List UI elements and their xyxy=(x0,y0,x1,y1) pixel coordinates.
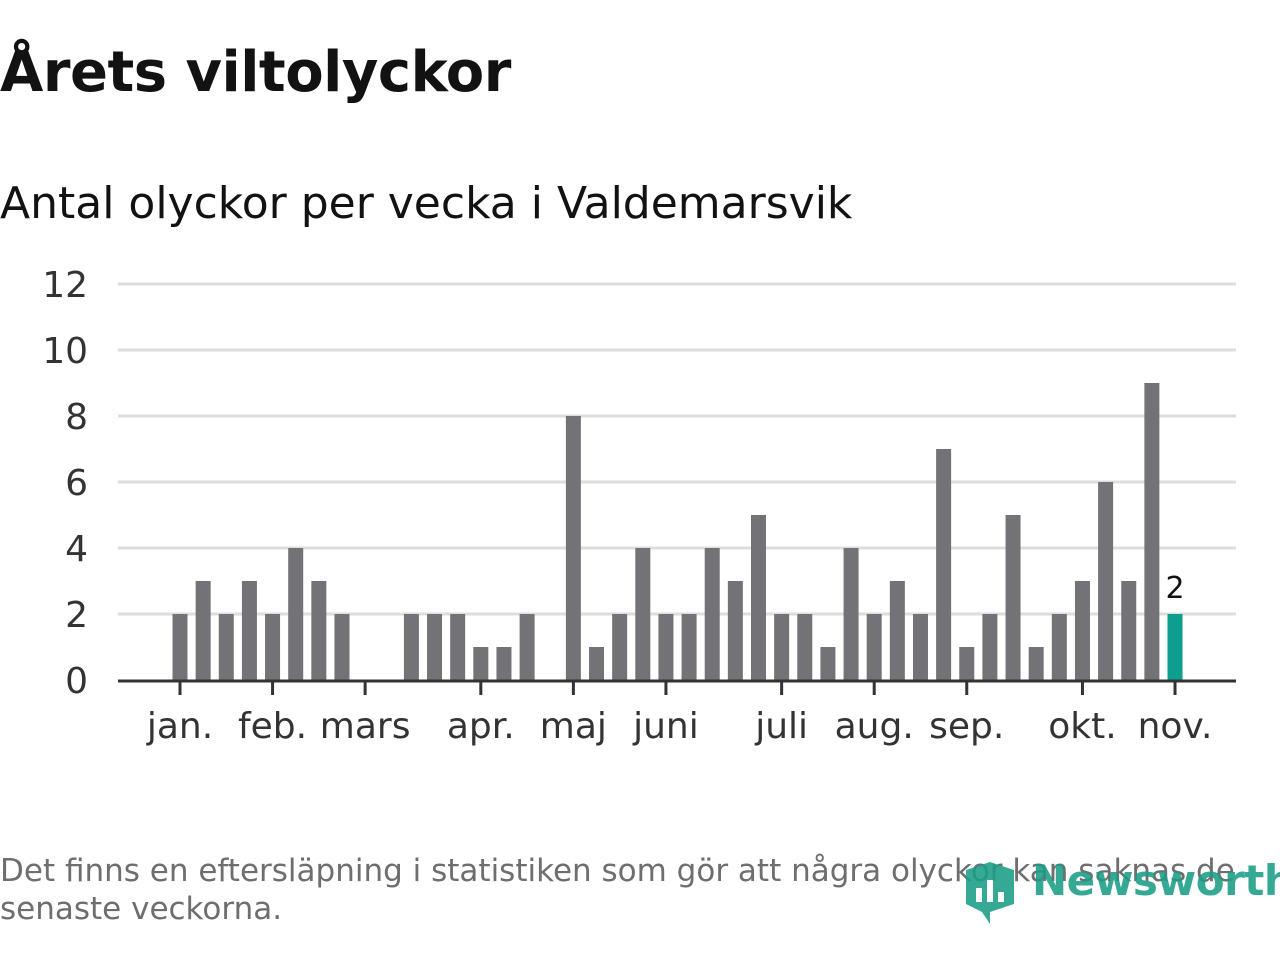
x-tick-label: maj xyxy=(540,706,607,747)
bar xyxy=(1121,581,1137,680)
gridlines xyxy=(118,282,1236,616)
bar xyxy=(635,548,651,680)
bar xyxy=(195,581,211,680)
bar xyxy=(450,614,466,680)
y-tick-label: 8 xyxy=(65,397,88,438)
bar xyxy=(1098,482,1114,680)
x-tick-label: feb. xyxy=(238,706,307,747)
bar xyxy=(403,614,419,680)
newsworthy-logo[interactable]: Newsworthy xyxy=(962,856,1280,928)
bar xyxy=(496,647,512,680)
footnote: Det finns en eftersläpning i statistiken… xyxy=(0,853,1235,927)
bar xyxy=(473,647,489,680)
bar xyxy=(265,614,281,680)
bar xyxy=(774,614,790,680)
x-tick-label: juli xyxy=(754,706,808,747)
x-tick-label: mars xyxy=(320,706,411,747)
bar xyxy=(612,614,628,680)
bar xyxy=(820,647,836,680)
x-tick-label: nov. xyxy=(1138,706,1213,747)
bar xyxy=(519,614,535,680)
x-tick-label: apr. xyxy=(447,706,515,747)
bar xyxy=(797,614,813,680)
bar-highlight xyxy=(1167,614,1183,680)
y-tick-label: 6 xyxy=(65,463,88,504)
bar xyxy=(1074,581,1090,680)
bar xyxy=(936,449,952,680)
bar xyxy=(704,548,720,680)
bar xyxy=(241,581,257,680)
bar xyxy=(218,614,234,680)
bars xyxy=(172,383,1183,680)
bar xyxy=(912,614,928,680)
y-tick-label: 0 xyxy=(65,661,88,702)
y-tick-label: 10 xyxy=(42,331,88,372)
bar xyxy=(565,416,581,680)
x-tick-label: aug. xyxy=(835,706,914,747)
chart-subtitle: Antal olyckor per vecka i Valdemarsvik xyxy=(0,178,853,229)
bar xyxy=(866,614,882,680)
bar xyxy=(311,581,327,680)
bar xyxy=(589,647,605,680)
x-axis-ticks: jan. feb. mars apr. maj juni juli aug. sep. okt. n… xyxy=(146,681,1213,747)
bar xyxy=(658,614,674,680)
y-axis-ticks: 0 2 4 6 8 10 12 xyxy=(42,265,88,702)
x-tick-label: juni xyxy=(632,706,699,747)
bar xyxy=(681,614,697,680)
bar xyxy=(172,614,188,680)
bar xyxy=(288,548,304,680)
newsworthy-logo-icon xyxy=(966,862,1014,924)
y-tick-label: 12 xyxy=(42,265,88,306)
x-tick-label: okt. xyxy=(1048,706,1116,747)
bar xyxy=(959,647,975,680)
chart-title: Årets viltolyckor xyxy=(0,40,511,105)
bar-chart: 0 2 4 6 8 10 12 jan. feb. mars apr. maj juni juli aug… xyxy=(42,265,1236,747)
newsworthy-logo-text: Newsworthy xyxy=(1032,856,1280,905)
bar xyxy=(727,581,743,680)
bar xyxy=(1028,647,1044,680)
x-tick-label: sep. xyxy=(929,706,1004,747)
y-tick-label: 4 xyxy=(65,529,88,570)
bar xyxy=(982,614,998,680)
bar xyxy=(334,614,350,680)
bar xyxy=(1051,614,1067,680)
data-labels: 2 xyxy=(1165,571,1184,606)
bar xyxy=(751,515,766,680)
bar xyxy=(889,581,905,680)
bar xyxy=(427,614,443,680)
bar xyxy=(843,548,859,680)
x-tick-label: jan. xyxy=(146,706,213,747)
y-tick-label: 2 xyxy=(65,595,88,636)
last-value-label: 2 xyxy=(1165,571,1184,606)
bar xyxy=(1144,383,1160,680)
bar xyxy=(1005,515,1021,680)
